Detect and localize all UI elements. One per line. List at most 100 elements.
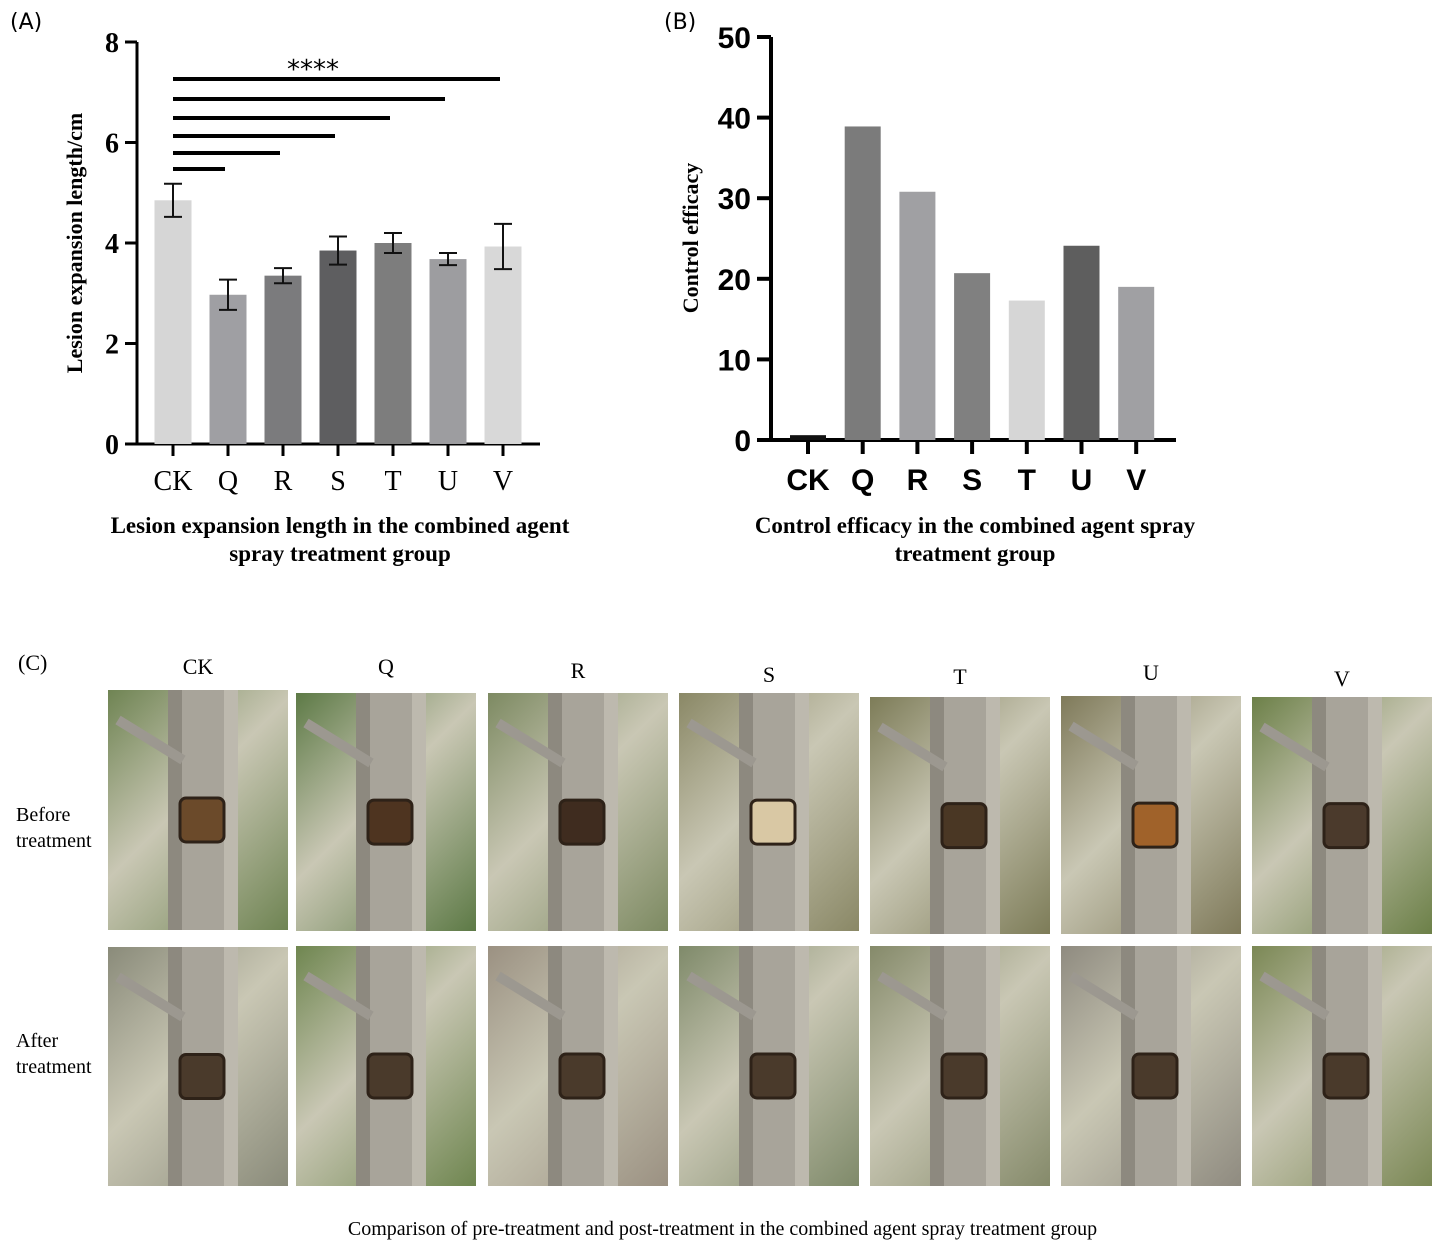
- chart-b-x-tick-label: S: [962, 464, 982, 497]
- lesion-wound: [178, 796, 226, 844]
- lesion-wound: [1322, 1052, 1370, 1100]
- row-label-after-line2: treatment: [16, 1056, 92, 1078]
- chart-a-x-tick-label: T: [384, 466, 401, 497]
- trunk-highlight: [986, 697, 1000, 934]
- row-label-before-line2: treatment: [16, 830, 92, 852]
- panel-c-label: (C): [18, 650, 48, 675]
- chart-b-x-tick-label: R: [907, 464, 929, 497]
- lesion-wound: [558, 1052, 606, 1100]
- chart-b-x-tick-label: Q: [851, 464, 874, 497]
- lesion-wound: [940, 1052, 988, 1100]
- chart-b-y-tick-label: 30: [718, 183, 751, 216]
- chart-a-y-tick-label: 6: [105, 129, 119, 160]
- tree-branch: [1259, 722, 1330, 772]
- trunk-highlight: [412, 946, 426, 1186]
- chart-a-caption: Lesion expansion length in the combined …: [40, 512, 640, 568]
- chart-a-caption-line2: spray treatment group: [229, 541, 451, 566]
- lesion-wound: [749, 1052, 797, 1100]
- lesion-wound: [178, 1053, 226, 1101]
- chart-a-x-tick-label: R: [274, 466, 293, 497]
- photo-after: [679, 946, 859, 1186]
- column-label: Q: [378, 654, 394, 679]
- photo-after: [870, 946, 1050, 1186]
- lesion-wound: [1131, 1052, 1179, 1100]
- tree-branch: [686, 971, 757, 1021]
- trunk-highlight: [1368, 697, 1382, 934]
- chart-a-bar: [154, 200, 192, 444]
- chart-b-bar: [1063, 245, 1100, 440]
- photo-caption: Comparison of pre-treatment and post-tre…: [347, 1218, 1098, 1240]
- column-label: CK: [182, 654, 214, 679]
- tree-branch: [115, 972, 186, 1022]
- row-label-after: After treatment: [16, 1028, 92, 1080]
- lesion-wound: [749, 798, 797, 846]
- chart-a-bar: [429, 259, 467, 444]
- panel-a-label: (A): [10, 10, 43, 35]
- chart-b-y-tick-label: 10: [718, 344, 751, 377]
- chart-a-bar: [319, 250, 357, 444]
- chart-a-x-tick-label: Q: [218, 466, 238, 497]
- chart-a-x-tick-label: CK: [154, 466, 193, 497]
- tree-branch: [303, 971, 374, 1021]
- chart-b-caption-line1: Control efficacy in the combined agent s…: [754, 513, 1196, 538]
- trunk-highlight: [1177, 946, 1191, 1186]
- chart-a-y-tick-label: 0: [105, 430, 119, 461]
- tree-branch: [877, 971, 948, 1021]
- chart-b-y-tick-label: 20: [718, 264, 751, 297]
- lesion-wound: [366, 798, 414, 846]
- chart-a-x-tick-label: V: [493, 466, 513, 497]
- trunk-highlight: [412, 693, 426, 931]
- chart-b-y-tick-label: 40: [718, 103, 751, 136]
- trunk-highlight: [1177, 696, 1191, 934]
- tree-branch: [303, 718, 374, 768]
- chart-b-x-tick-label: U: [1071, 464, 1093, 497]
- chart-a-y-label: Lesion expansion length/cm: [62, 113, 87, 373]
- tree-branch: [115, 715, 186, 765]
- lesion-wound: [366, 1052, 414, 1100]
- tree-branch: [495, 718, 566, 768]
- column-label: S: [762, 662, 776, 687]
- column-label: U: [1143, 660, 1159, 685]
- photo-after: [1061, 946, 1241, 1186]
- lesion-wound: [940, 802, 988, 850]
- chart-a-y-tick-label: 4: [105, 229, 119, 260]
- lesion-wound: [1322, 802, 1370, 850]
- chart-b-bar: [899, 191, 936, 440]
- photo-after: [1252, 946, 1432, 1186]
- photo-before: [679, 693, 859, 931]
- tree-branch: [877, 722, 948, 772]
- chart-b-bar: [1008, 300, 1045, 440]
- chart-b: 0 10 20 30 40 50 CK Q R S T U V Control efficacy: [678, 22, 1176, 497]
- chart-a-bar: [209, 294, 247, 444]
- chart-a-y-tick-label: 2: [105, 330, 119, 361]
- chart-a-bar: [374, 243, 412, 444]
- column-label: R: [570, 658, 586, 683]
- trunk-highlight: [604, 946, 618, 1186]
- trunk-highlight: [795, 946, 809, 1186]
- photo-before: [108, 690, 288, 930]
- chart-b-x-tick-label: CK: [786, 464, 830, 497]
- photo-after: [108, 947, 288, 1186]
- chart-b-bar: [1118, 286, 1155, 440]
- chart-b-y-label: Control efficacy: [678, 163, 703, 314]
- trunk-highlight: [1368, 946, 1382, 1186]
- chart-b-bar: [954, 273, 991, 440]
- chart-a-x-tick-label: U: [438, 466, 458, 497]
- chart-b-y-tick-label: 50: [718, 22, 751, 55]
- chart-b-caption-line2: treatment group: [894, 541, 1056, 566]
- trunk-highlight: [795, 693, 809, 931]
- photo-before: [296, 693, 476, 931]
- tree-branch: [1068, 971, 1139, 1021]
- photo-before: [870, 697, 1050, 934]
- chart-b-caption: Control efficacy in the combined agent s…: [675, 512, 1275, 568]
- chart-a-bar: [484, 246, 522, 444]
- chart-a: 0 2 4 6 8 CK Q R S T U V **** Lesion expansion length…: [62, 28, 540, 497]
- chart-b-y-tick-label: 0: [734, 425, 751, 458]
- trunk-highlight: [604, 693, 618, 931]
- chart-a-bar: [264, 275, 302, 444]
- row-label-after-line1: After: [16, 1030, 59, 1052]
- chart-b-bar: [790, 435, 826, 440]
- tree-branch: [495, 971, 566, 1021]
- chart-a-significance-stars: ****: [287, 55, 339, 85]
- tree-branch: [686, 718, 757, 768]
